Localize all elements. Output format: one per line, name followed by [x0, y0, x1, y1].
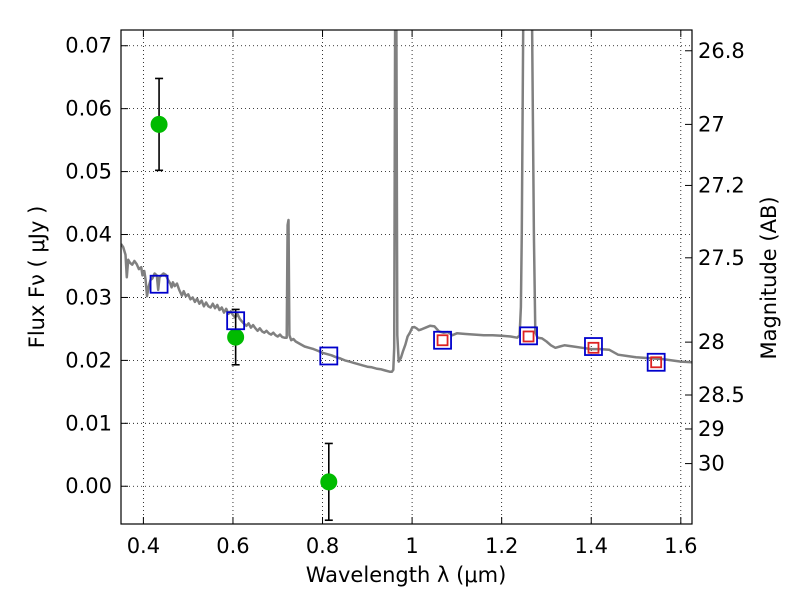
y-tick-label: 0.06: [65, 97, 112, 121]
photometry-point: [227, 328, 245, 346]
x-tick-label: 0.4: [127, 534, 160, 558]
model-band-square: [646, 352, 666, 372]
model-band-inner-square: [436, 334, 449, 347]
y-tick-label: 0.02: [65, 348, 112, 372]
y2-tick-label: 27.5: [698, 246, 745, 270]
y2-tick-label: 28.5: [698, 383, 745, 407]
y-tick-label: 0.07: [65, 34, 112, 58]
model-band-inner-square: [650, 356, 663, 369]
y-tick-label: 0.01: [65, 411, 112, 435]
x-tick-label: 0.8: [306, 534, 339, 558]
y2-tick-label: 30: [698, 452, 725, 476]
y-tick-label: 0.04: [65, 223, 112, 247]
x-tick-label: 0.6: [216, 534, 249, 558]
model-band-inner-square: [587, 341, 600, 354]
axes-frame: [120, 29, 693, 525]
x-tick-label: 1: [405, 534, 418, 558]
x-tick-label: 1.6: [664, 534, 697, 558]
spectrum-line: [121, 30, 692, 373]
axis-ticks: 0.4 0.6 0.8 1 1.2 1.4 1.6 0.00 0.01 0.02 0.03 0.04 0…: [65, 30, 745, 558]
y2-tick-label: 27: [698, 112, 725, 136]
grid-lines: [121, 30, 692, 524]
plot-area: [121, 30, 692, 522]
photometry-point: [320, 473, 338, 491]
model-band-square: [584, 337, 603, 356]
x-tick-label: 1.2: [485, 534, 518, 558]
y2-tick-label: 27.2: [698, 173, 745, 197]
model-band-square: [519, 326, 538, 346]
model-band-square: [226, 311, 246, 331]
x-axis-label: Wavelength λ (μm): [306, 563, 507, 587]
y-tick-label: 0.05: [65, 160, 112, 184]
y-axis-label: Flux Fν ( μJy ): [25, 206, 49, 349]
photometry-point: [150, 115, 168, 133]
y-tick-label: 0.00: [65, 474, 112, 498]
x-tick-label: 1.4: [575, 534, 608, 558]
y2-axis-label: Magnitude (AB): [757, 196, 781, 359]
model-band-square: [319, 346, 339, 366]
model-band-square: [433, 330, 452, 350]
y2-tick-label: 29: [698, 417, 725, 441]
y2-tick-label: 28: [698, 330, 725, 354]
model-band-square: [149, 274, 169, 294]
y-tick-label: 0.03: [65, 285, 112, 309]
y2-tick-label: 26.8: [698, 39, 745, 63]
model-band-inner-square: [522, 330, 535, 343]
